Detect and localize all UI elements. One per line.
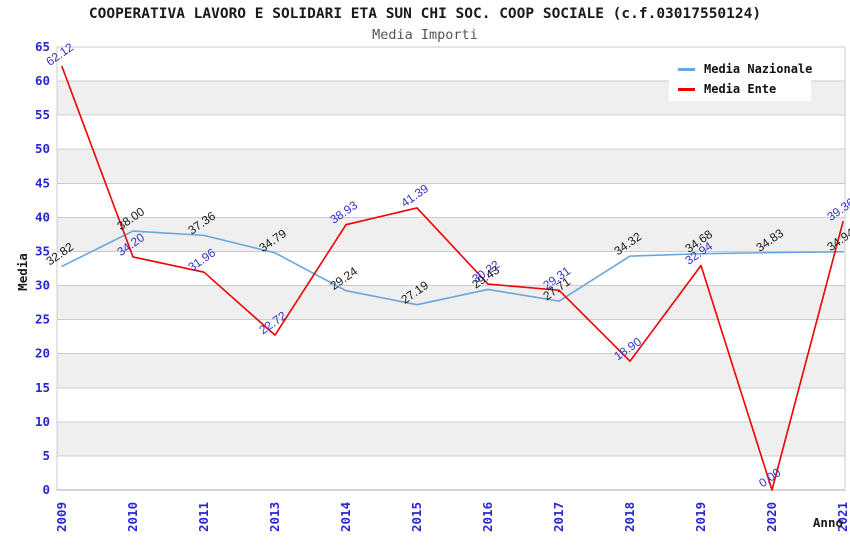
- x-tick-label: 2016: [480, 502, 495, 532]
- plot-band: [57, 217, 845, 252]
- y-axis-title: Media: [15, 253, 30, 291]
- y-tick-label: 50: [35, 141, 50, 156]
- chart-title: COOPERATIVA LAVORO E SOLIDARI ETA SUN CH…: [88, 6, 762, 22]
- y-tick-label: 20: [35, 346, 50, 361]
- y-tick-label: 0: [42, 482, 50, 497]
- legend-item-media-ente: Media Ente: [678, 82, 811, 96]
- y-tick-label: 40: [35, 209, 50, 224]
- legend: Media Nazionale Media Ente: [669, 57, 813, 101]
- y-tick-label: 65: [35, 39, 50, 54]
- x-tick-label: 2014: [338, 502, 353, 532]
- x-tick-label: 2010: [125, 502, 140, 532]
- y-tick-label: 5: [42, 448, 50, 463]
- x-tick-label: 2009: [54, 502, 69, 532]
- x-tick-label: 2015: [409, 502, 424, 532]
- series-line-media-ente: [61, 65, 844, 491]
- x-tick-label: 2018: [622, 502, 637, 532]
- plot-band: [57, 285, 845, 320]
- plot-band: [57, 149, 845, 184]
- y-tick-label: 15: [35, 380, 50, 395]
- y-tick-label: 35: [35, 243, 50, 258]
- x-tick-label: 2011: [196, 502, 211, 532]
- x-tick-label: 2019: [693, 502, 708, 532]
- legend-label: Media Nazionale: [704, 62, 813, 76]
- legend-item-media-nazionale: Media Nazionale: [678, 62, 813, 76]
- x-tick-label: 2017: [551, 502, 566, 532]
- plot-band: [57, 421, 845, 456]
- chart-subtitle: Media Importi: [372, 27, 478, 43]
- legend-label: Media Ente: [704, 82, 777, 96]
- y-tick-label: 10: [35, 414, 50, 429]
- legend-swatch-media-nazionale: [678, 67, 695, 71]
- x-tick-label: 2020: [764, 502, 779, 532]
- data-label-media-ente: 41.39: [398, 181, 431, 210]
- x-tick-label: 2021: [835, 502, 850, 532]
- series-line-media-nazionale: [61, 230, 844, 306]
- y-tick-label: 45: [35, 175, 50, 190]
- data-label-media-ente: 0.00: [756, 465, 783, 490]
- legend-swatch-media-ente: [678, 87, 695, 91]
- data-label-media-ente: 39.36: [824, 195, 850, 224]
- x-tick-label: 2013: [267, 502, 282, 532]
- y-tick-label: 55: [35, 107, 50, 122]
- plot-band: [57, 353, 845, 388]
- y-tick-label: 30: [35, 278, 50, 293]
- x-axis-title: Anno: [813, 515, 843, 530]
- y-tick-label: 25: [35, 312, 50, 327]
- y-tick-label: 60: [35, 73, 50, 88]
